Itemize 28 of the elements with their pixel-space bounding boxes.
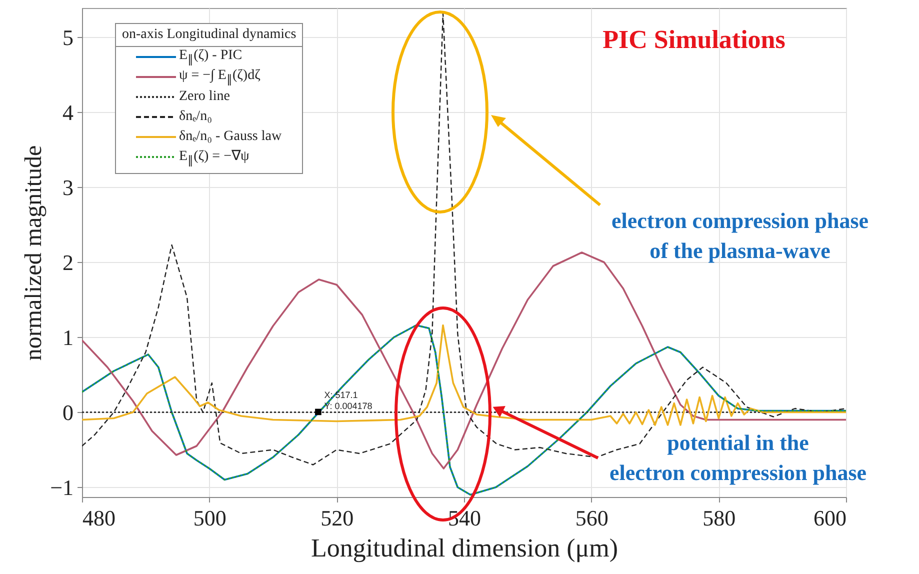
annotation: potential in the electron compression phase [609,430,867,485]
y-tick-label: 0 [62,400,74,425]
x-axis-title: Longitudinal dimension (μm) [310,534,618,562]
y-tick-label: 5 [62,24,74,50]
legend-label: δnₑ/n₀ - Gauss law [179,129,282,145]
annotation: electron compression phase of the plasma-wave [611,208,869,263]
x-tick-label: 580 [702,506,736,530]
legend-label: ψ = −∫ E$_{∥}$(ζ)dζ [179,68,260,86]
y-tick-label: 4 [62,100,74,125]
line-series [82,324,846,426]
legend-label: Zero line [179,89,230,105]
legend-title: on-axis Longitudinal dynamics [116,24,302,47]
y-tick-label: 1 [62,324,74,350]
x-tick-label: 560 [575,506,608,530]
legend-label: E$_{∥}$(ζ) = −∇ψ [179,148,250,167]
x-tick-label: 540 [448,506,481,530]
x-tick-label: 520 [320,506,354,530]
y-axis-title: normalized magnitude [21,145,48,361]
x-tick-label: 500 [193,506,226,530]
legend-label: E$_{∥}$(ζ) - PIC [179,48,242,66]
annotation: X: 517.1 Y: 0.004178 [324,390,372,411]
legend-label: δnₑ/n₀ [179,109,212,125]
x-tick-label: 480 [82,506,116,530]
y-tick-label: 2 [62,250,74,275]
annotation: PIC Simulations [602,25,786,54]
y-tick-label: −1 [50,474,74,500]
x-tick-label: 600 [814,506,846,530]
y-tick-label: 3 [62,174,74,200]
